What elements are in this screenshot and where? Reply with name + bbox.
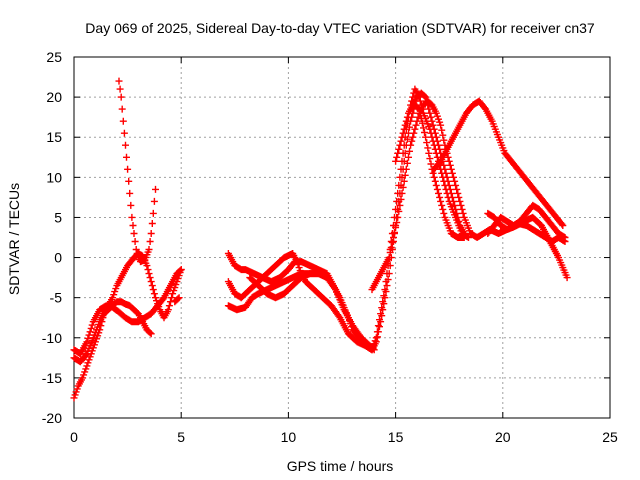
y-tick-label: -20	[42, 410, 62, 426]
x-axis-label: GPS time / hours	[287, 458, 394, 474]
series-s14	[484, 209, 569, 245]
series-markers	[171, 294, 183, 306]
series-s4	[115, 77, 159, 266]
series-s7	[224, 101, 468, 354]
chart-title: Day 069 of 2025, Sidereal Day-to-day VTE…	[85, 20, 595, 36]
series-markers	[224, 101, 468, 354]
y-tick-label: -5	[50, 290, 63, 306]
x-tick-label: 0	[70, 429, 78, 445]
y-tick-label: 5	[54, 209, 62, 225]
series-markers	[430, 97, 567, 229]
series-s3	[70, 266, 185, 358]
series-markers	[484, 209, 569, 245]
y-tick-label: -10	[42, 330, 62, 346]
y-tick-label: 15	[46, 129, 62, 145]
series-s12	[430, 97, 567, 229]
series-markers	[246, 270, 322, 302]
y-tick-label: 20	[46, 89, 62, 105]
series-s5	[171, 294, 183, 306]
y-axis-label: SDTVAR / TECUs	[6, 183, 22, 295]
y-tick-label: 0	[54, 250, 62, 266]
y-tick-label: 25	[46, 49, 62, 65]
x-tick-label: 15	[388, 429, 404, 445]
axis-ticks	[73, 56, 611, 419]
x-tick-label: 20	[495, 429, 511, 445]
x-tick-labels: 0 5 10 15 20 25	[70, 429, 618, 445]
x-tick-label: 25	[602, 429, 618, 445]
series-markers	[70, 266, 185, 358]
x-tick-label: 10	[281, 429, 297, 445]
y-tick-labels: -20 -15 -10 -5 0 5 10 15 20 25	[42, 49, 62, 426]
plot-frame	[73, 56, 611, 419]
series-s9	[246, 270, 322, 302]
y-tick-label: 10	[46, 169, 62, 185]
series-markers	[115, 77, 159, 266]
x-tick-label: 5	[177, 429, 185, 445]
y-tick-label: -15	[42, 370, 62, 386]
data-series	[70, 77, 571, 402]
